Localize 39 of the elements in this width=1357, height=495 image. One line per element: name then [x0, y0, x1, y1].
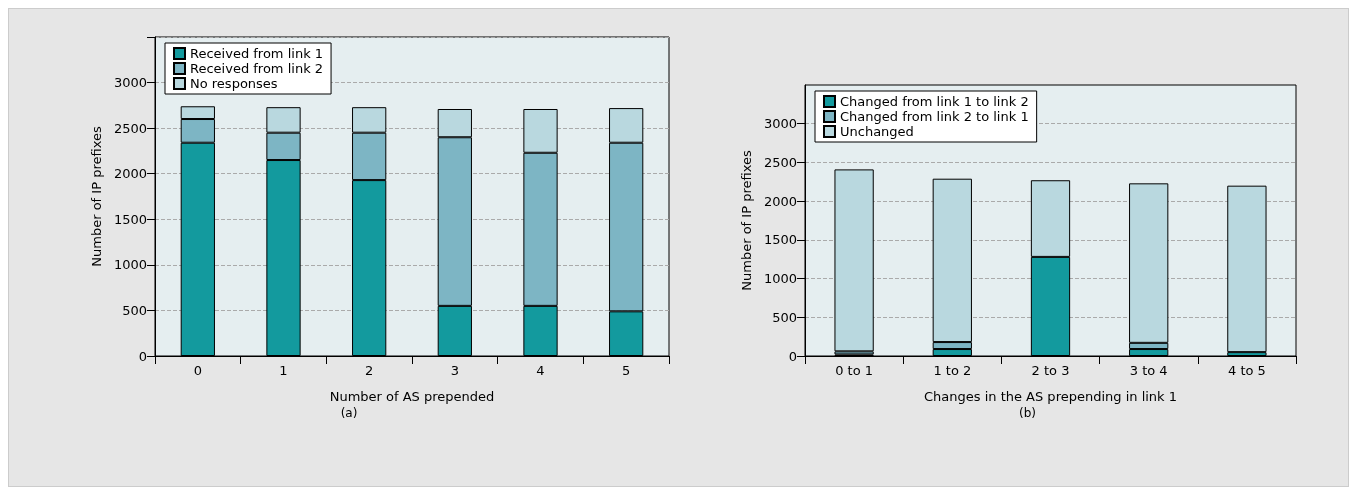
y-tick-label: 2000 — [763, 193, 797, 209]
y-tick-label: 1500 — [113, 211, 147, 227]
legend-label: Changed from link 1 to link 2 — [840, 94, 1029, 109]
x-tick-label: 3 to 4 — [1129, 363, 1168, 378]
legend-label: No responses — [190, 76, 278, 91]
x-tick-label: 1 to 2 — [933, 363, 972, 378]
x-tick-label: 4 — [536, 363, 545, 378]
y-tick-label: 1500 — [763, 232, 797, 248]
text: (b) — [1019, 406, 1036, 420]
legend-label: Changed from link 2 to link 1 — [840, 109, 1029, 124]
text: (a) — [340, 406, 358, 420]
y-tick-label: 500 — [772, 309, 797, 325]
y-tick-label: 1000 — [763, 271, 797, 287]
x-tick-label: 1 — [279, 363, 288, 378]
x-tick-label: 4 to 5 — [1227, 363, 1266, 378]
legend-label: Unchanged — [840, 124, 914, 139]
x-tick-label: 2 to 3 — [1031, 363, 1070, 378]
x-tick-label: 0 — [193, 363, 202, 378]
legend-label: Received from link 2 — [190, 61, 324, 76]
y-axis-title: Number of IP prefixes — [739, 150, 755, 291]
y-axis-title: Number of IP prefixes — [89, 126, 105, 267]
y-tick-label: 2000 — [113, 166, 147, 182]
y-tick-label: 2500 — [113, 120, 147, 136]
y-tick-label: 1000 — [113, 257, 147, 273]
y-tick-label: 3000 — [763, 116, 797, 132]
x-tick-label: 2 — [365, 363, 374, 378]
bar — [1227, 185, 1267, 353]
x-tick-label: 0 to 1 — [835, 363, 874, 378]
y-tick-label: 500 — [122, 302, 147, 318]
x-axis-title: Number of AS prepended — [329, 389, 495, 404]
legend-label: Received from link 1 — [190, 46, 324, 61]
x-tick-label: 3 — [450, 363, 459, 378]
y-tick-label: 3000 — [113, 75, 147, 91]
y-tick-label: 0 — [138, 348, 147, 364]
x-axis-title: Changes in the AS prepending in link 1 — [923, 389, 1178, 404]
bar — [834, 169, 874, 352]
y-tick-label: 0 — [788, 348, 797, 364]
y-tick-label: 2500 — [763, 154, 797, 170]
x-tick-label: 5 — [622, 363, 631, 378]
